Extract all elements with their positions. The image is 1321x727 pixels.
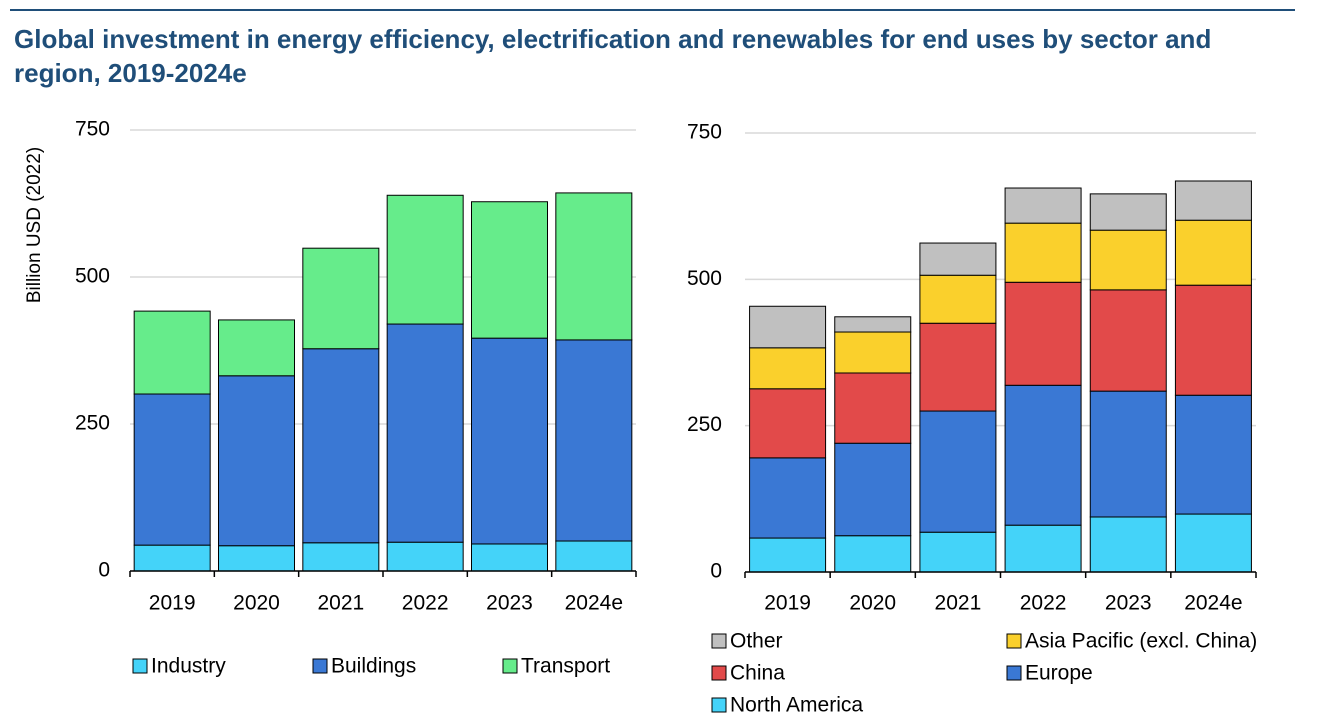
bar-segment <box>919 274 997 324</box>
bar-segment <box>471 543 548 572</box>
y-tick-label: 250 <box>687 413 722 436</box>
legend-swatch <box>502 658 518 674</box>
bar-segment <box>1174 394 1252 515</box>
bar-segment <box>302 542 380 572</box>
bar-segment <box>1004 384 1082 526</box>
bar-segment <box>218 375 295 547</box>
y-tick-label: 750 <box>75 118 110 141</box>
bar-segment <box>1004 524 1082 573</box>
x-tick-label: 2023 <box>486 592 533 615</box>
bar-segment <box>834 372 912 444</box>
bar-segment <box>749 537 827 573</box>
y-tick-label: 750 <box>687 121 722 144</box>
bar-segment <box>218 319 295 377</box>
x-tick-label: 2019 <box>764 592 811 615</box>
bar-segment <box>1089 390 1167 518</box>
legend-swatch <box>711 665 727 681</box>
bar-segment <box>1174 284 1252 396</box>
bar-segment <box>1004 222 1082 283</box>
bar-segment <box>218 545 295 572</box>
bar-segment <box>919 531 997 573</box>
bar-segment <box>1089 229 1167 291</box>
legend-swatch <box>132 658 148 674</box>
bar-segment <box>1089 516 1167 573</box>
bar-segment <box>1089 193 1167 231</box>
legend-label: Transport <box>521 655 610 678</box>
x-tick-label: 2022 <box>402 592 449 615</box>
x-tick-label: 2024e <box>565 592 623 615</box>
bar-segment <box>386 541 464 572</box>
bar-segment <box>555 192 633 341</box>
bar-segment <box>919 322 997 412</box>
bar-segment <box>749 347 827 390</box>
bar-segment <box>386 323 464 543</box>
bar-segment <box>386 194 464 325</box>
legend-swatch <box>711 697 727 713</box>
legend-label: Europe <box>1025 662 1093 685</box>
bar-segment <box>1174 180 1252 221</box>
bar-segment <box>919 410 997 533</box>
legend-label: Other <box>730 630 783 653</box>
x-tick-label: 2020 <box>849 592 896 615</box>
bar-segment <box>834 316 912 333</box>
x-tick-label: 2023 <box>1105 592 1152 615</box>
legend-label: Industry <box>151 655 226 678</box>
legend-label: Asia Pacific (excl. China) <box>1025 630 1257 653</box>
y-axis-label: Billion USD (2022) <box>24 147 45 303</box>
x-tick-label: 2021 <box>317 592 364 615</box>
y-tick-label: 500 <box>687 267 722 290</box>
bar-segment <box>1174 219 1252 286</box>
legend-swatch <box>312 658 328 674</box>
x-tick-label: 2024e <box>1184 592 1242 615</box>
title: Global investment in energy efficiency, … <box>14 24 1212 88</box>
bar-segment <box>133 544 211 572</box>
legend-label: North America <box>730 694 863 717</box>
legend-swatch <box>1006 633 1022 649</box>
x-tick-label: 2021 <box>935 592 982 615</box>
legend-swatch <box>711 633 727 649</box>
top-rule <box>10 9 1295 11</box>
x-tick-label: 2022 <box>1020 592 1067 615</box>
bar-segment <box>1004 187 1082 224</box>
bar-segment <box>302 348 380 544</box>
bar-segment <box>133 310 211 395</box>
bar-segment <box>1174 513 1252 573</box>
bar-segment <box>749 305 827 349</box>
y-tick-label: 0 <box>98 559 110 582</box>
x-tick-label: 2020 <box>233 592 280 615</box>
legend-label: China <box>730 662 785 685</box>
bar-segment <box>834 442 912 537</box>
bar-segment <box>1089 289 1167 392</box>
bar-segment <box>471 201 548 339</box>
bar-segment <box>834 331 912 374</box>
bar-segment <box>749 388 827 459</box>
bar-segment <box>1004 281 1082 386</box>
bar-segment <box>834 535 912 573</box>
bar-segment <box>471 337 548 545</box>
bar-segment <box>919 242 997 276</box>
x-tick-label: 2019 <box>149 592 196 615</box>
y-tick-label: 500 <box>75 265 110 288</box>
bar-segment <box>133 393 211 546</box>
bar-segment <box>749 457 827 539</box>
legend-swatch <box>1006 665 1022 681</box>
legend-label: Buildings <box>331 655 416 678</box>
bar-segment <box>555 339 633 542</box>
y-tick-label: 0 <box>710 560 722 583</box>
bar-segment <box>555 540 633 572</box>
bar-segment <box>302 247 380 350</box>
y-tick-label: 250 <box>75 412 110 435</box>
